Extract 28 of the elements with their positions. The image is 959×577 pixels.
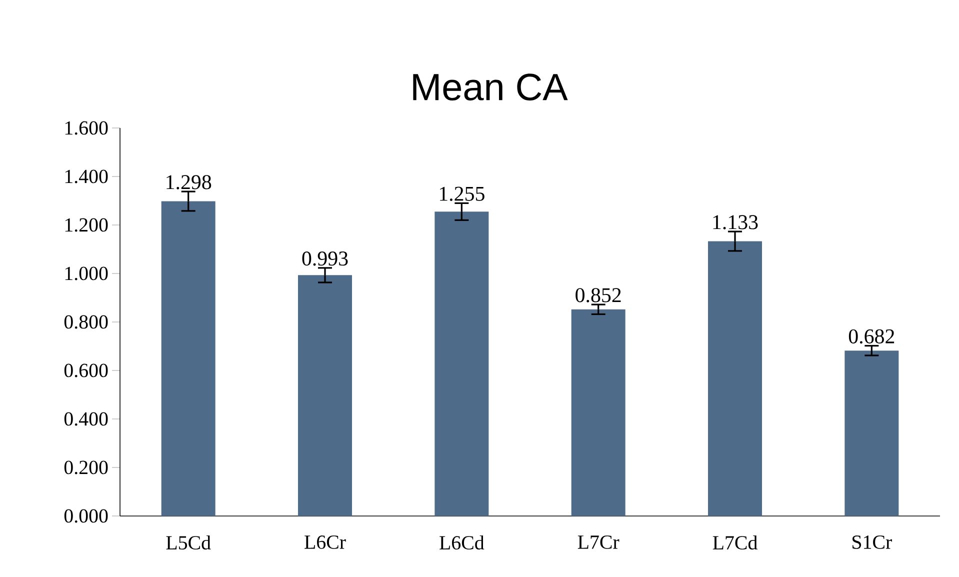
bar [844,350,899,516]
y-tick-label: 0.000 [64,509,108,523]
x-tick-label: L5Cd [166,536,211,550]
bar [434,212,489,516]
y-tick-label: 1.000 [65,266,108,280]
y-tick-label: 0.800 [64,315,108,329]
y-tick-label: 0.400 [64,412,108,426]
y-tick-label: 1.600 [65,121,108,135]
y-tick-label: 1.400 [65,170,108,184]
bar [708,241,762,516]
y-tick-label: 1.200 [65,218,108,232]
data-label: 1.298 [166,175,212,190]
bar [571,309,626,516]
data-label: 1.255 [440,186,484,201]
bar [298,275,352,516]
x-tick-label: L7Cd [712,536,758,550]
data-label: 1.133 [713,215,758,230]
x-tick-label: L6Cr [304,536,346,549]
x-tick-label: L7Cr [578,536,620,549]
x-tick-label: L6Cd [440,536,484,550]
data-label: 0.993 [302,252,348,266]
data-label: 0.682 [848,329,894,344]
y-tick-label: 0.200 [64,460,108,474]
y-tick-label: 0.600 [64,364,108,378]
bar [161,201,216,516]
data-label: 0.852 [576,288,621,302]
x-tick-label: S1Cr [852,536,892,549]
chart-title: Mean CA [413,74,568,100]
